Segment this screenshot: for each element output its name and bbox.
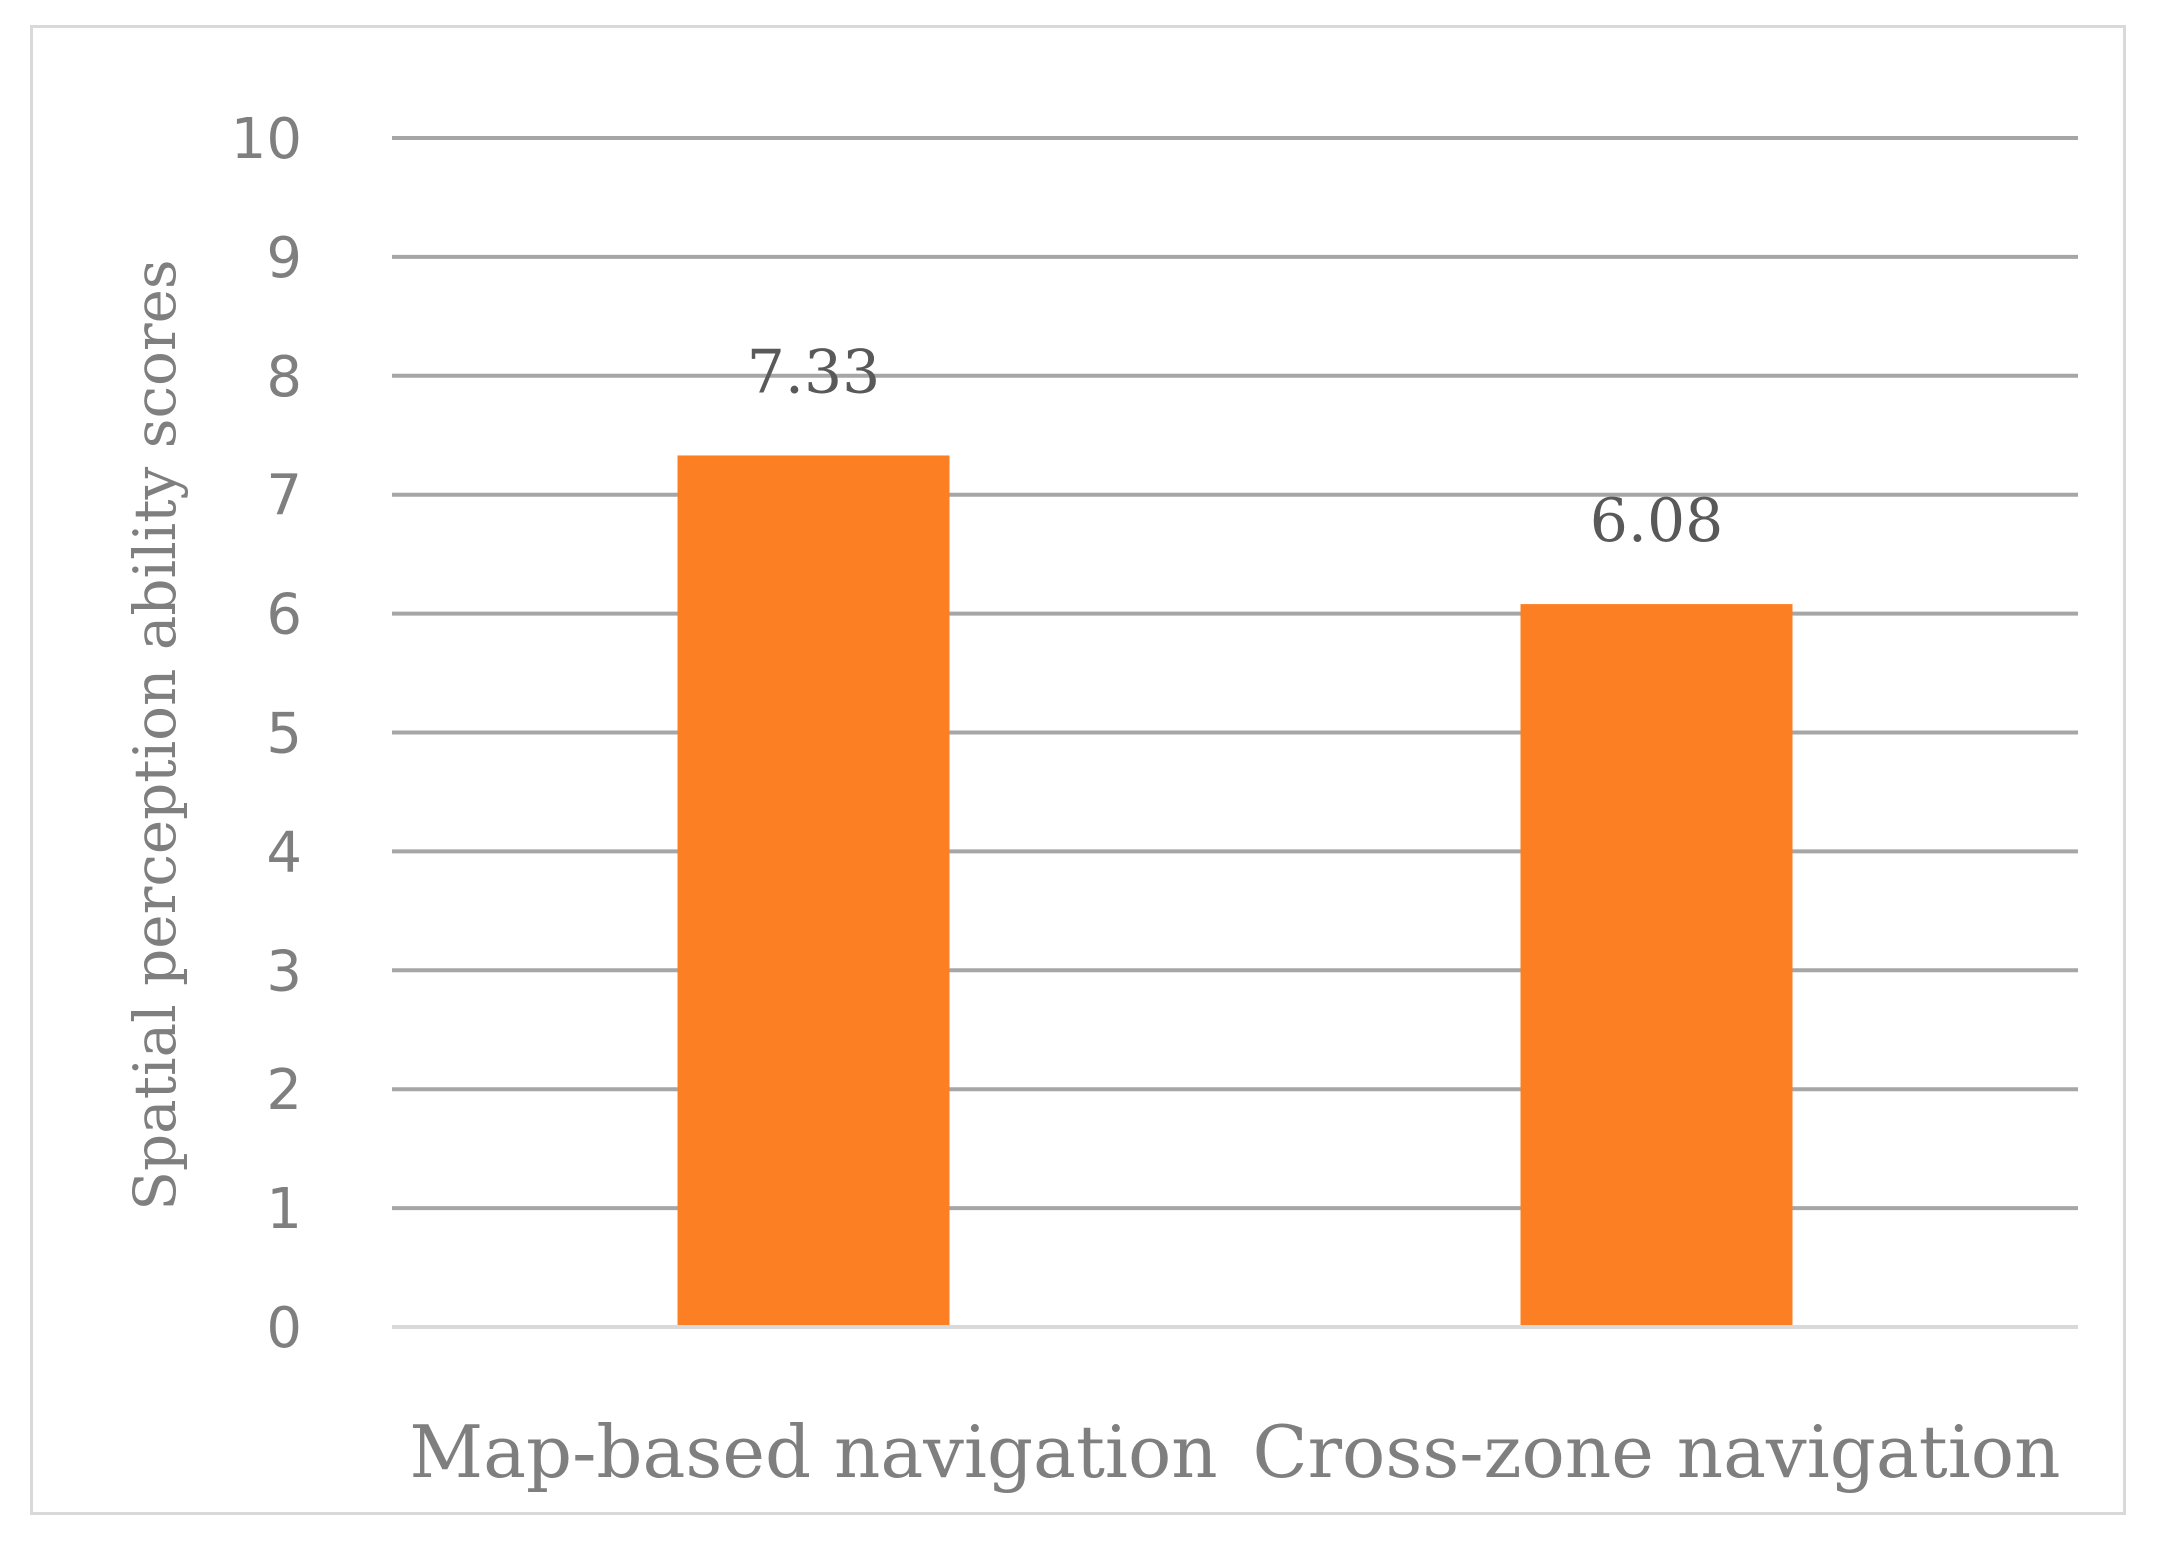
y-tick-label: 2: [266, 1058, 302, 1123]
y-tick-label: 9: [266, 226, 302, 291]
y-tick-label: 1: [266, 1177, 302, 1242]
x-tick-label-0: Map-based navigation: [409, 1410, 1217, 1494]
data-label-1: 6.08: [1590, 486, 1724, 556]
y-axis-ticks: 0 1 2 3 4 5 6 7 8 9 10: [231, 107, 302, 1361]
x-axis-ticks: Map-based navigation Cross-zone navigatio…: [409, 1410, 2060, 1494]
y-tick-label: 5: [266, 702, 302, 767]
data-label-0: 7.33: [747, 337, 881, 407]
y-tick-label: 7: [266, 464, 302, 529]
data-labels: 7.33 6.08: [747, 337, 1724, 556]
bar-1: [1520, 604, 1793, 1325]
y-tick-label: 10: [231, 107, 302, 172]
bars: [677, 455, 1793, 1325]
y-tick-label: 8: [266, 345, 302, 410]
y-tick-label: 4: [266, 820, 302, 885]
bar-0: [677, 455, 950, 1325]
y-axis-title: Spatial perception ability scores: [121, 259, 189, 1210]
y-tick-label: 0: [266, 1296, 302, 1361]
grid-lines: [392, 136, 2078, 1329]
x-tick-label-1: Cross-zone navigation: [1253, 1410, 2061, 1494]
y-tick-label: 3: [266, 939, 302, 1004]
y-tick-label: 6: [266, 583, 302, 648]
